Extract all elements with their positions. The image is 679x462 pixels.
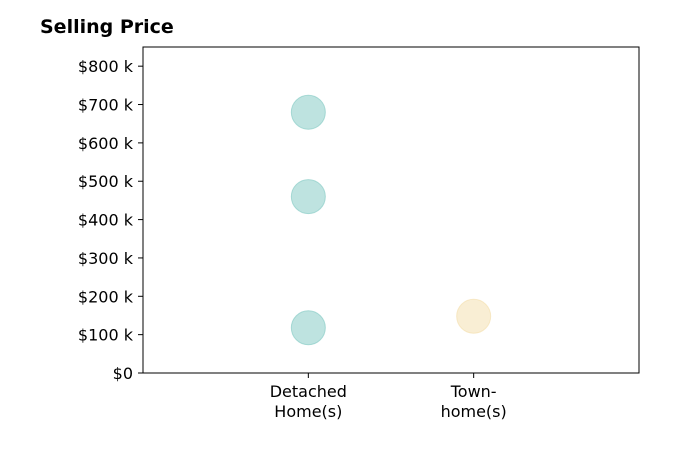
x-tick-label-line: home(s)	[441, 402, 507, 421]
x-tick-label-line: Detached	[270, 382, 347, 401]
y-tick-label: $400 k	[78, 211, 134, 230]
y-tick-label: $100 k	[78, 326, 134, 345]
x-tick-label-line: Town-	[450, 382, 497, 401]
y-tick-label: $800 k	[78, 57, 134, 76]
data-points	[290, 94, 492, 346]
y-tick-label: $600 k	[78, 134, 134, 153]
y-tick-label: $300 k	[78, 249, 134, 268]
chart-title: Selling Price	[40, 16, 174, 38]
y-tick-label: $700 k	[78, 96, 134, 115]
x-tick-label: Town-home(s)	[441, 382, 507, 421]
x-tick-label: Detached Home(s)	[270, 382, 347, 421]
y-axis: $0 $100 k $200 k $300 k $400 k $500 k $600 k $7…	[78, 57, 143, 383]
data-point	[456, 298, 492, 334]
x-axis: Detached Home(s) Town-home(s)	[270, 373, 507, 421]
y-tick-label: $500 k	[78, 172, 134, 191]
y-tick-label: $0	[113, 364, 133, 383]
plot-area-frame	[142, 46, 640, 374]
data-point	[290, 94, 326, 130]
y-tick-label: $200 k	[78, 287, 134, 306]
x-tick-label-line: Home(s)	[274, 402, 342, 421]
data-point	[290, 310, 326, 346]
data-point	[290, 179, 326, 215]
